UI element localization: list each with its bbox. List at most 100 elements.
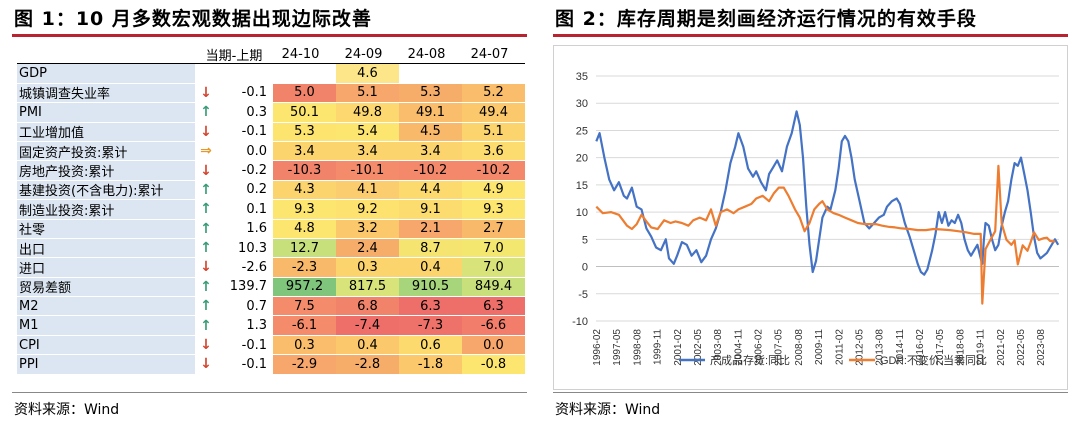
x-tick-label: 2011-02 — [834, 329, 845, 365]
trend-blank — [195, 64, 217, 83]
x-tick-label: 2004-11 — [733, 329, 744, 365]
change-value: 0.2 — [217, 180, 273, 200]
chart-svg: -10 -5 0 5 10 15 20 25 30 35 1996-02 1997-05 1998-08… — [572, 71, 1060, 367]
y-tick-label: 0 — [582, 262, 588, 274]
value-cell: 5.0 — [273, 83, 336, 103]
table-row: 基建投资(不含电力):累计 ↑ 0.2 4.3 4.1 4.4 4.9 — [17, 180, 525, 201]
figure1-title-rule — [12, 34, 527, 37]
x-tick-label: 2016-02 — [915, 329, 926, 366]
value-cell: 3.4 — [399, 141, 462, 161]
table-body: GDP 4.6 城镇调查失业率 ↓ -0.1 5.0 5.1 5.3 5.2 PMI ↑ 0.3 50.… — [17, 64, 525, 375]
value-cell: 3.6 — [462, 141, 525, 161]
figure2-bottom-rule — [553, 392, 1068, 393]
value-cell: 3.4 — [336, 141, 399, 161]
y-tick-label: -10 — [572, 316, 588, 328]
x-tick-label: 1997-05 — [612, 329, 623, 366]
x-tick-label: 2013-08 — [875, 329, 886, 366]
value-cell: 5.1 — [336, 83, 399, 103]
y-tick-label: 10 — [576, 207, 588, 219]
value-cell: 4.1 — [336, 180, 399, 200]
value-cell: 49.4 — [462, 103, 525, 122]
x-tick-label: 1996-02 — [592, 329, 603, 366]
change-value: -2.6 — [217, 258, 273, 277]
value-cell: 5.2 — [462, 83, 525, 103]
change-value: 1.6 — [217, 219, 273, 238]
x-tick-label: 2019-11 — [976, 329, 987, 365]
value-cell: 5.1 — [462, 122, 525, 141]
value-cell: 4.3 — [273, 180, 336, 200]
figure1-title: 图 1：10 月多数宏观数据出现边际改善 — [14, 8, 372, 30]
change-value: -0.1 — [217, 335, 273, 355]
x-tick-label: 2014-11 — [895, 329, 906, 365]
value-cell: -7.3 — [399, 316, 462, 335]
value-cell: -10.2 — [399, 161, 462, 180]
value-cell: 6.3 — [462, 297, 525, 316]
x-tick-label: 2022-05 — [1016, 329, 1027, 366]
change-value: 0.1 — [217, 200, 273, 219]
figure1-source: 资料来源：Wind — [14, 402, 120, 418]
value-cell: 5.3 — [399, 83, 462, 103]
change-value: -0.1 — [217, 83, 273, 103]
table-row: 房地产投资:累计 ↓ -0.2 -10.3 -10.1 -10.2 -10.2 — [17, 161, 525, 181]
y-tick-label: 35 — [576, 71, 588, 83]
value-cell: 0.6 — [399, 335, 462, 355]
y-tick-label: 30 — [576, 98, 588, 110]
indicator-name: 工业增加值 — [17, 122, 195, 141]
change-value: 0.0 — [217, 141, 273, 161]
table-row: 固定资产投资:累计 ⇒ 0.0 3.4 3.4 3.4 3.6 — [17, 141, 525, 162]
value-cell: 4.9 — [462, 180, 525, 200]
value-cell: -0.8 — [462, 355, 525, 374]
value-cell: 5.3 — [273, 122, 336, 141]
value-cell: 4.5 — [399, 122, 462, 141]
table-row: PPI ↓ -0.1 -2.9 -2.8 -1.8 -0.8 — [17, 355, 525, 375]
arrow-up-icon: ↑ — [195, 103, 217, 122]
x-tick-label: 2017-05 — [935, 329, 946, 366]
table-row: 社零 ↑ 1.6 4.8 3.2 2.1 2.7 — [17, 219, 525, 239]
value-cell: -2.8 — [336, 355, 399, 374]
x-tick-label: 2023-08 — [1036, 329, 1047, 366]
y-tick-label: 5 — [582, 234, 588, 246]
indicator-name: M1 — [17, 316, 195, 335]
table-row: M1 ↑ 1.3 -6.1 -7.4 -7.3 -6.6 — [17, 316, 525, 336]
value-cell: -2.9 — [273, 355, 336, 374]
x-tick-label: 2009-11 — [814, 329, 825, 365]
header-period-2: 24-09 — [344, 46, 383, 62]
x-tick-label: 2021-02 — [996, 329, 1007, 366]
value-cell: -6.6 — [462, 316, 525, 335]
value-cell — [399, 64, 462, 83]
arrow-down-icon: ↓ — [195, 161, 217, 180]
indicator-name: 固定资产投资:累计 — [17, 141, 195, 161]
value-cell: 849.4 — [462, 277, 525, 297]
value-cell: 4.4 — [399, 180, 462, 200]
arrow-down-icon: ↓ — [195, 335, 217, 355]
x-tick-label: 2002-05 — [693, 329, 704, 366]
x-tick-label: 2008-08 — [794, 329, 805, 366]
value-cell: 2.4 — [336, 238, 399, 258]
value-cell: 5.4 — [336, 122, 399, 141]
value-cell: -7.4 — [336, 316, 399, 335]
value-cell: 2.7 — [462, 219, 525, 238]
x-tick-label: 2003-08 — [713, 329, 724, 366]
x-tick-label: 2012-05 — [854, 329, 865, 366]
table-row: 城镇调查失业率 ↓ -0.1 5.0 5.1 5.3 5.2 — [17, 83, 525, 104]
table-row: M2 ↑ 0.7 7.5 6.8 6.3 6.3 — [17, 297, 525, 317]
y-tick-label: 25 — [576, 125, 588, 137]
change-value: 1.3 — [217, 316, 273, 335]
x-tick-label: 2018-08 — [955, 329, 966, 366]
x-tick-label: 2001-02 — [673, 329, 684, 366]
header-period-3: 24-08 — [407, 46, 446, 62]
change-value: 0.7 — [217, 297, 273, 316]
value-cell: 0.0 — [462, 335, 525, 355]
value-cell: 0.4 — [336, 335, 399, 355]
indicator-name: 制造业投资:累计 — [17, 200, 195, 219]
arrow-up-icon: ↑ — [195, 316, 217, 335]
value-cell — [273, 64, 336, 83]
figure2-title-rule — [553, 34, 1068, 37]
value-cell: 817.5 — [336, 277, 399, 297]
value-cell: 6.3 — [399, 297, 462, 316]
x-tick-label: 2007-05 — [774, 329, 785, 366]
figure2-title: 图 2：库存周期是刻画经济运行情况的有效手段 — [555, 8, 977, 30]
change-value: 0.3 — [217, 103, 273, 122]
value-cell: 957.2 — [273, 277, 336, 297]
value-cell: 910.5 — [399, 277, 462, 297]
